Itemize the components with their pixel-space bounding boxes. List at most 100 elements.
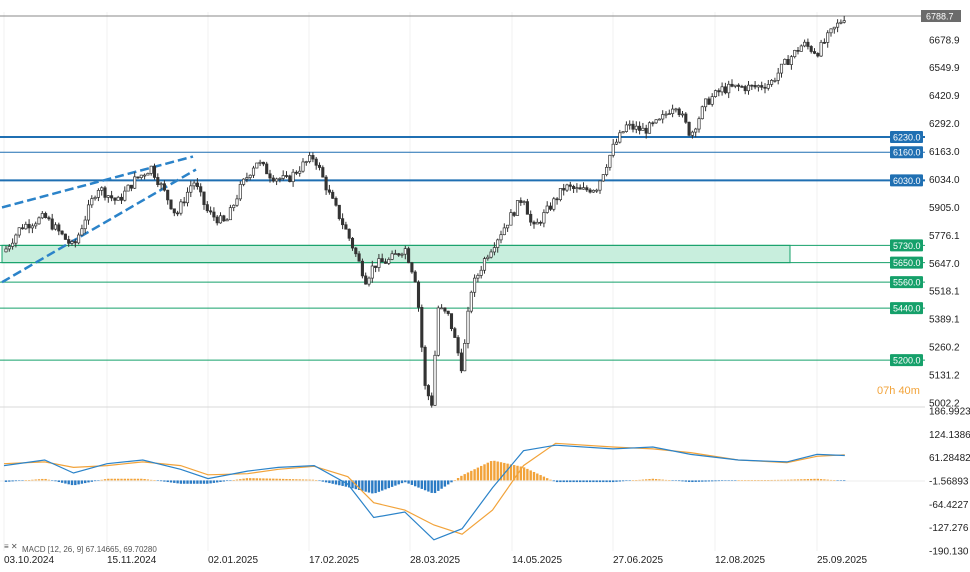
candle-body <box>17 227 21 236</box>
macd-hist-bar <box>496 461 499 481</box>
macd-legend-icon: ≡ ✕ <box>4 542 18 551</box>
candle-body <box>430 395 434 406</box>
candle-body <box>14 234 18 244</box>
candle-body <box>535 221 539 225</box>
macd-tick-label: -190.130 <box>929 547 969 558</box>
macd-hist-bar <box>503 462 506 481</box>
macd-hist-bar <box>371 480 374 494</box>
macd-tick-label: 124.1386 <box>929 430 970 441</box>
macd-hist-bar <box>377 480 381 492</box>
macd-hist-bar <box>800 479 803 481</box>
macd-hist-bar <box>186 480 189 484</box>
candle-body <box>440 307 444 310</box>
macd-hist-bar <box>513 465 516 481</box>
price-tick-label: 6549.9 <box>929 63 960 74</box>
candle-body <box>588 189 592 193</box>
macd-hist-bar <box>146 479 150 481</box>
macd-hist-bar <box>192 480 196 484</box>
price-tick-label: 5389.1 <box>929 315 960 326</box>
macd-hist-bar <box>156 480 159 481</box>
macd-hist-bar <box>473 469 476 481</box>
macd-hist-bar <box>760 480 763 481</box>
candle-body <box>83 219 87 230</box>
candle-body <box>169 199 173 210</box>
candle-body <box>578 187 582 190</box>
macd-hist-bar <box>823 479 826 481</box>
macd-hist-bar <box>651 478 654 481</box>
candle-body <box>393 253 397 255</box>
candle-body <box>499 234 503 241</box>
macd-hist-bar <box>51 480 54 481</box>
level-tag-label: 5730.0 <box>893 241 921 251</box>
level-tag: 5440.0 <box>890 302 923 315</box>
candle-body <box>403 248 407 255</box>
candle-timer: 07h 40m <box>877 385 920 397</box>
candle-body <box>407 248 411 264</box>
price-tick-label: 5776.1 <box>929 231 960 242</box>
candle-body <box>248 174 252 178</box>
candle-body <box>268 173 272 179</box>
macd-hist-bar <box>810 478 813 481</box>
macd-hist-bar <box>249 478 252 481</box>
candle-body <box>479 269 483 276</box>
candle-body <box>30 225 34 229</box>
macd-hist-bar <box>595 480 598 483</box>
macd-hist-bar <box>450 480 453 483</box>
candle-body <box>245 177 249 180</box>
macd-hist-bar <box>150 479 153 481</box>
candle-body <box>433 354 437 406</box>
macd-hist-bar <box>691 480 694 483</box>
candle-body <box>255 162 259 169</box>
time-tick-label: 28.03.2025 <box>410 555 460 566</box>
current-price-bg <box>921 10 961 23</box>
macd-hist-bar <box>166 480 169 483</box>
candle-body <box>829 28 833 34</box>
macd-hist-bar <box>602 480 605 483</box>
macd-hist-bar <box>103 479 107 481</box>
macd-hist-bar <box>268 478 272 481</box>
macd-legend-text: MACD [12, 26, 9] 67.14665, 69.70280 <box>22 545 157 554</box>
candle-body <box>598 180 602 191</box>
candle-body <box>44 213 48 219</box>
candle-body <box>542 212 546 224</box>
candle-body <box>354 247 358 255</box>
macd-signal-line <box>3 442 845 535</box>
macd-hist-bar <box>740 480 744 481</box>
candle-body <box>618 132 622 143</box>
candle-body <box>103 187 107 198</box>
candle-body <box>426 385 430 397</box>
macd-hist-bar <box>420 480 423 489</box>
price-tick-label: 6678.9 <box>929 35 960 46</box>
candle-body <box>281 175 285 179</box>
macd-hist-bar <box>549 479 552 481</box>
trendline-channel <box>1 155 197 284</box>
macd-panel <box>0 442 925 541</box>
candle-body <box>96 190 100 198</box>
level-tag-bg <box>890 239 923 252</box>
price-candles <box>4 15 846 408</box>
macd-hist-bar <box>447 480 450 485</box>
candle-body <box>750 84 754 87</box>
candle-body <box>225 219 229 222</box>
macd-hist-bar <box>588 480 592 483</box>
candle-body <box>172 208 176 214</box>
macd-hist-bar <box>753 480 757 481</box>
macd-hist-bar <box>836 480 839 481</box>
candle-body <box>139 174 143 178</box>
macd-hist-bar <box>153 480 156 481</box>
candle-body <box>100 187 104 191</box>
macd-hist-bar <box>390 480 394 487</box>
candle-body <box>522 201 526 203</box>
candle-body <box>291 171 295 183</box>
candle-body <box>512 212 516 216</box>
macd-hist-bar <box>443 480 447 487</box>
candle-body <box>152 165 157 178</box>
candle-body <box>710 96 714 105</box>
candle-body <box>789 56 793 65</box>
candle-body <box>799 45 803 52</box>
price-tick-label: 5260.2 <box>929 343 960 354</box>
candle-body <box>707 98 711 105</box>
macd-hist-bar <box>618 480 621 482</box>
price-tick-label: 6034.0 <box>929 175 960 186</box>
